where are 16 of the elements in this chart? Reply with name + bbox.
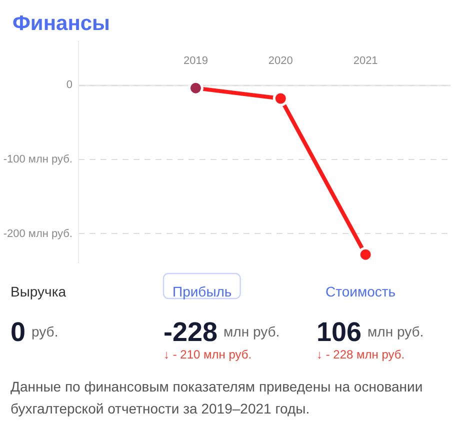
text: -228 млн руб. bbox=[164, 317, 280, 347]
text: ↓ - 228 млн руб. bbox=[316, 348, 405, 362]
y-tick-label: -100 млн руб. bbox=[3, 153, 73, 166]
text: Выручка bbox=[10, 284, 66, 300]
y-tick-label: 0 bbox=[66, 79, 73, 92]
text: Стоимость bbox=[326, 284, 396, 300]
text: 106 млн руб. bbox=[316, 317, 424, 347]
chart-title: Финансы bbox=[12, 12, 110, 35]
text: Данные по финансовым показателям приведены на основании бухгалтерской отчетности за 2019–2021 годы. bbox=[10, 378, 423, 416]
text: 0 руб. bbox=[10, 317, 58, 347]
y-tick-label: -200 млн руб. bbox=[3, 228, 73, 240]
x-tick-label: 2019 bbox=[183, 55, 208, 68]
x-tick-label: 2020 bbox=[268, 55, 293, 68]
x-tick-label: 2021 bbox=[353, 55, 378, 68]
text: Прибыль bbox=[172, 284, 232, 300]
text: ↓ - 210 млн руб. bbox=[164, 348, 252, 362]
